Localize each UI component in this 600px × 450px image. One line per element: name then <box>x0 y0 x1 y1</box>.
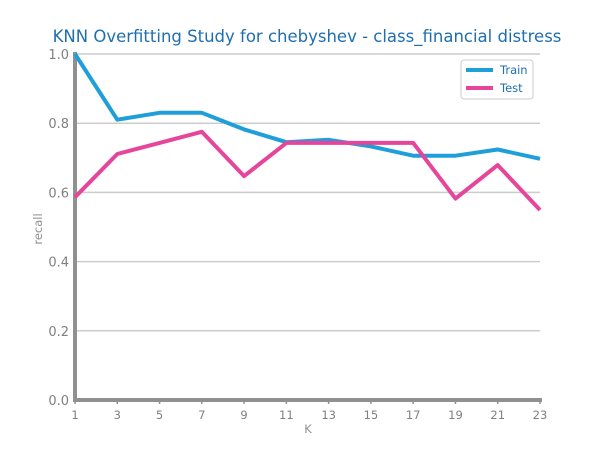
y-tick-label: 1.0 <box>48 48 69 63</box>
x-tick-label: 11 <box>279 408 294 422</box>
y-tick-labels: 0.0 0.2 0.4 0.6 0.8 1.0 <box>48 48 69 409</box>
series-line-test <box>73 129 542 212</box>
y-tick-label: 0.0 <box>48 394 69 409</box>
legend-label-test: Test <box>499 81 523 95</box>
data-point-test <box>158 141 162 145</box>
y-tick-label: 0.6 <box>48 186 69 201</box>
x-tick-label: 23 <box>533 408 548 422</box>
data-point-test <box>538 208 542 212</box>
grid-lines <box>75 53 540 401</box>
x-tick-label: 15 <box>364 408 379 422</box>
data-point-test <box>242 174 246 178</box>
data-point-train <box>496 147 500 151</box>
data-point-test <box>411 141 415 145</box>
series-lines <box>73 52 542 212</box>
data-point-test <box>369 141 373 145</box>
data-point-train <box>73 52 77 56</box>
data-point-test <box>453 197 457 201</box>
x-tick-label: 5 <box>156 408 163 422</box>
y-tick-label: 0.8 <box>48 117 69 132</box>
data-point-test <box>115 152 119 156</box>
x-tick-labels: 1 3 5 7 9 11 13 15 17 19 21 23 <box>71 408 547 422</box>
y-tick-label: 0.2 <box>48 325 69 340</box>
x-tick-label: 9 <box>240 408 247 422</box>
axes <box>73 52 542 404</box>
x-tick-label: 1 <box>71 408 78 422</box>
y-tick-label: 0.4 <box>48 256 69 271</box>
legend-label-train: Train <box>499 63 528 77</box>
x-tick-label: 3 <box>114 408 121 422</box>
x-tick-label: 7 <box>198 408 205 422</box>
data-point-train <box>411 154 415 158</box>
data-point-train <box>200 111 204 115</box>
chart-title: KNN Overfitting Study for chebyshev - cl… <box>53 27 562 47</box>
data-point-test <box>327 141 331 145</box>
x-tick-label: 19 <box>448 408 463 422</box>
x-tick-label: 21 <box>490 408 505 422</box>
data-point-test <box>73 195 77 199</box>
x-tick-label: 13 <box>321 408 336 422</box>
x-tick-label: 17 <box>406 408 421 422</box>
data-point-train <box>242 127 246 131</box>
x-axis-label: K <box>304 422 312 436</box>
data-point-train <box>158 111 162 115</box>
y-axis-label: recall <box>31 213 45 244</box>
data-point-train <box>453 154 457 158</box>
data-point-test <box>200 130 204 134</box>
data-point-train <box>538 157 542 161</box>
data-point-test <box>284 141 288 145</box>
data-point-train <box>115 118 119 122</box>
data-point-train <box>369 144 373 148</box>
legend: Train Test <box>460 59 534 100</box>
data-point-test <box>496 163 500 167</box>
